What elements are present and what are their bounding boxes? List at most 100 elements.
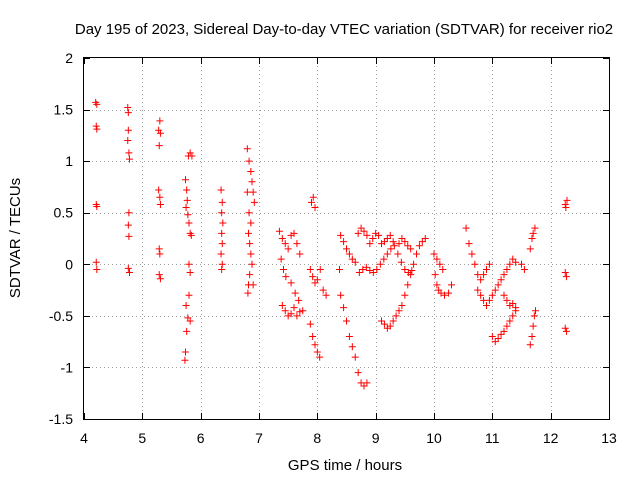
data-point <box>277 255 285 263</box>
data-point <box>183 186 191 194</box>
data-point <box>503 265 511 273</box>
data-point <box>421 235 429 242</box>
data-point <box>291 289 299 297</box>
data-point <box>124 221 132 229</box>
data-point <box>462 224 470 232</box>
data-point <box>246 240 254 248</box>
data-point <box>369 235 377 242</box>
data-point <box>363 231 371 239</box>
y-tick-label: 0 <box>65 256 73 272</box>
data-point <box>468 250 476 258</box>
data-point <box>480 296 488 304</box>
data-point <box>351 258 359 266</box>
data-point <box>250 198 258 206</box>
data-point <box>183 327 191 335</box>
data-point <box>506 260 514 268</box>
data-point <box>398 302 406 310</box>
data-point <box>284 245 292 253</box>
data-point <box>337 291 345 299</box>
data-point <box>509 312 517 320</box>
data-point <box>348 343 356 351</box>
data-point <box>561 200 569 208</box>
data-point <box>357 379 365 387</box>
data-point <box>497 276 505 284</box>
data-point <box>436 260 444 268</box>
data-point <box>376 260 384 268</box>
data-point <box>509 255 517 263</box>
data-point <box>185 219 193 227</box>
data-point <box>309 193 317 201</box>
data-point <box>529 322 537 330</box>
plot-border <box>83 57 610 420</box>
data-point <box>243 145 251 153</box>
data-point <box>433 281 441 289</box>
data-point <box>217 250 225 258</box>
data-point <box>404 242 412 250</box>
data-point <box>354 369 362 377</box>
data-point <box>500 271 508 279</box>
data-point <box>497 330 505 338</box>
x-tick-label: 5 <box>138 430 146 446</box>
data-point <box>247 250 255 258</box>
data-point <box>243 188 251 196</box>
data-point <box>503 322 511 330</box>
data-point <box>245 209 253 217</box>
grid <box>84 58 609 419</box>
data-point <box>561 324 569 332</box>
data-point <box>287 279 295 287</box>
data-point <box>445 289 453 297</box>
data-point <box>395 240 403 248</box>
data-point <box>185 291 193 299</box>
data-point <box>359 265 367 273</box>
data-point <box>471 260 479 268</box>
data-point <box>503 296 511 304</box>
data-point <box>337 231 345 239</box>
data-point <box>182 176 189 184</box>
data-point <box>345 250 353 258</box>
data-point <box>528 235 536 242</box>
x-tick-label: 10 <box>426 430 442 446</box>
data-point <box>124 104 132 112</box>
data-point <box>124 109 132 117</box>
data-point <box>343 245 350 253</box>
data-point <box>218 260 226 268</box>
data-point <box>401 291 409 299</box>
data-point <box>281 240 289 248</box>
data-point <box>430 250 438 258</box>
data-point <box>528 332 536 340</box>
data-point <box>354 229 362 237</box>
data-point <box>488 291 496 299</box>
data-point <box>401 238 409 246</box>
data-point <box>431 271 439 279</box>
data-point <box>92 258 100 266</box>
data-point <box>296 308 304 316</box>
y-tick-label: -1.5 <box>49 411 73 427</box>
data-point <box>415 242 423 250</box>
data-point <box>512 304 520 312</box>
data-point <box>183 196 191 204</box>
data-point <box>248 178 256 186</box>
data-point <box>124 264 132 272</box>
data-point <box>245 157 253 165</box>
data-point <box>392 312 400 320</box>
data-point <box>407 271 415 279</box>
data-point <box>155 142 163 150</box>
y-tick-label: 2 <box>65 50 73 66</box>
y-tick-label: 0.5 <box>54 205 74 221</box>
data-point <box>343 317 350 325</box>
data-point <box>246 271 254 279</box>
data-point <box>156 129 164 137</box>
chart-title: Day 195 of 2023, Sidereal Day-to-day VTE… <box>75 21 613 38</box>
data-point <box>383 250 391 258</box>
data-point <box>348 255 356 263</box>
data-point <box>182 302 190 310</box>
data-point <box>562 204 570 212</box>
data-point <box>401 265 409 273</box>
data-point <box>477 291 485 299</box>
data-point <box>439 265 447 273</box>
data-point <box>275 227 283 235</box>
data-point <box>483 265 490 273</box>
y-tick-label: 1.5 <box>54 102 74 118</box>
